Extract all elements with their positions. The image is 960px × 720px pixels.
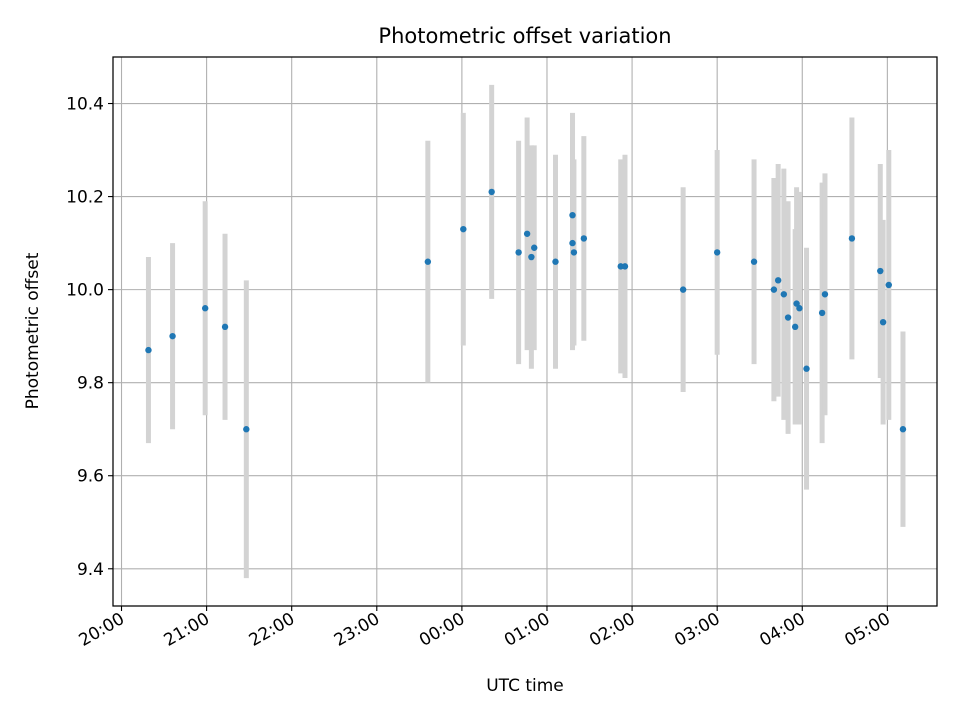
data-point [552,258,559,265]
plot-frame [112,56,938,607]
data-point [221,323,229,331]
data-point [803,365,810,372]
y-tick-label: 10.0 [66,281,104,301]
data-point [679,286,687,293]
data-point [885,281,892,289]
data-point [793,300,800,307]
y-axis-ticks: 9.4 9.6 9.8 10.0 10.2 10.4 [66,95,113,580]
data-point [774,277,782,284]
chart-title: Photometric offset variation [378,24,671,48]
data-point [580,235,588,242]
data-point [821,291,829,298]
y-tick-label: 9.6 [77,467,104,487]
data-point [877,267,884,275]
y-tick-label: 10.2 [66,188,104,208]
data-point [488,188,495,196]
data-point [528,253,535,261]
data-point [796,305,803,312]
data-point [145,346,152,354]
y-tick-label: 10.4 [66,95,104,115]
data-point [848,235,856,242]
data-point [424,258,432,265]
data-point [570,249,578,256]
data-point [243,426,250,433]
data-point [879,318,887,326]
data-point [569,239,576,247]
data-point [169,332,176,340]
data-point [515,249,522,256]
data-point [899,426,907,433]
data-point [784,314,792,321]
data-point [780,291,788,298]
data-point [770,286,778,293]
data-point [818,309,826,317]
data-point [713,249,721,256]
x-axis-label: UTC time [486,676,564,696]
data-point [523,230,531,237]
data-point [569,211,576,219]
data-point [621,263,629,270]
data-points [145,188,907,433]
y-axis-label: Photometric offset [23,252,43,409]
data-point [531,244,538,251]
y-tick-label: 9.8 [77,374,104,394]
data-point [791,323,799,331]
data-point [750,258,758,265]
y-tick-label: 9.4 [77,560,104,580]
data-point [201,305,209,312]
data-point [460,225,467,233]
